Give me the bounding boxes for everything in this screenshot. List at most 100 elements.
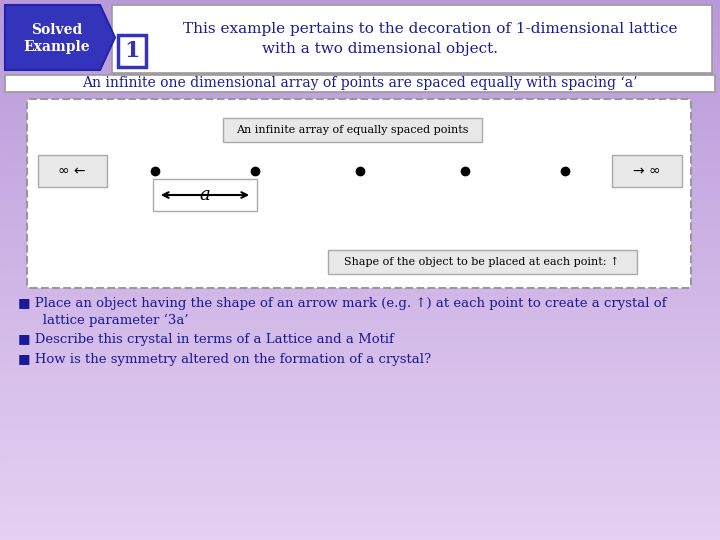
Bar	[0, 135, 720, 136]
Bar	[0, 324, 720, 325]
Bar	[0, 441, 720, 442]
Bar	[0, 434, 720, 435]
Bar	[0, 336, 720, 337]
Bar	[0, 418, 720, 419]
Bar	[0, 67, 720, 68]
Bar	[0, 253, 720, 254]
Bar	[0, 454, 720, 455]
Bar	[0, 280, 720, 281]
Bar	[0, 204, 720, 205]
Bar	[0, 91, 720, 92]
Bar	[0, 55, 720, 56]
Bar	[0, 0, 720, 1]
Text: a: a	[199, 186, 210, 204]
Bar	[0, 490, 720, 491]
Bar	[0, 216, 720, 217]
Bar	[0, 531, 720, 532]
Bar	[0, 20, 720, 21]
Bar	[0, 88, 720, 89]
Bar	[0, 169, 720, 170]
Bar	[0, 292, 720, 293]
Bar	[0, 274, 720, 275]
Bar	[0, 13, 720, 14]
Bar	[0, 489, 720, 490]
Bar	[0, 157, 720, 158]
Bar	[0, 56, 720, 57]
Bar	[0, 290, 720, 291]
Bar	[0, 337, 720, 338]
Text: An infinite one dimensional array of points are spaced equally with spacing ‘a’: An infinite one dimensional array of poi…	[82, 77, 638, 91]
Bar	[0, 473, 720, 474]
Bar	[0, 221, 720, 222]
Bar	[0, 516, 720, 517]
Bar	[0, 432, 720, 433]
Bar	[0, 234, 720, 235]
Bar	[0, 102, 720, 103]
Bar	[0, 246, 720, 247]
Bar	[0, 202, 720, 203]
Bar	[0, 134, 720, 135]
Bar	[0, 73, 720, 74]
Bar	[0, 364, 720, 365]
Bar	[0, 25, 720, 26]
Bar	[0, 461, 720, 462]
Bar	[0, 353, 720, 354]
Bar	[0, 54, 720, 55]
Bar	[0, 240, 720, 241]
Bar	[0, 389, 720, 390]
Bar	[0, 283, 720, 284]
Bar	[0, 523, 720, 524]
Bar	[0, 332, 720, 333]
Bar	[0, 177, 720, 178]
Bar	[0, 219, 720, 220]
Bar	[0, 483, 720, 484]
Bar	[0, 254, 720, 255]
Bar	[0, 415, 720, 416]
Bar	[0, 471, 720, 472]
Bar	[0, 527, 720, 528]
Bar	[0, 125, 720, 126]
Bar	[0, 383, 720, 384]
Bar	[0, 472, 720, 473]
Bar	[0, 11, 720, 12]
Bar	[0, 521, 720, 522]
Bar	[0, 270, 720, 271]
Bar	[0, 305, 720, 306]
Bar	[0, 495, 720, 496]
FancyBboxPatch shape	[27, 99, 691, 288]
Bar	[0, 320, 720, 321]
Bar	[0, 487, 720, 488]
Bar	[0, 118, 720, 119]
Bar	[0, 407, 720, 408]
Bar	[0, 132, 720, 133]
Bar	[0, 396, 720, 397]
Bar	[0, 95, 720, 96]
Bar	[0, 52, 720, 53]
Bar	[0, 328, 720, 329]
Bar	[0, 212, 720, 213]
Text: Example: Example	[24, 40, 90, 54]
Bar	[0, 41, 720, 42]
Bar	[0, 529, 720, 530]
FancyBboxPatch shape	[118, 35, 146, 67]
Bar	[0, 32, 720, 33]
Bar	[0, 58, 720, 59]
Bar	[0, 267, 720, 268]
Bar	[0, 298, 720, 299]
Bar	[0, 452, 720, 453]
Bar	[0, 110, 720, 111]
Bar	[0, 131, 720, 132]
Bar	[0, 182, 720, 183]
Bar	[0, 128, 720, 129]
Bar	[0, 532, 720, 533]
Bar	[0, 428, 720, 429]
Bar	[0, 319, 720, 320]
Bar	[0, 335, 720, 336]
Bar	[0, 453, 720, 454]
Bar	[0, 57, 720, 58]
Bar	[0, 36, 720, 37]
Bar	[0, 408, 720, 409]
Bar	[0, 31, 720, 32]
Bar	[0, 525, 720, 526]
Bar	[0, 111, 720, 112]
